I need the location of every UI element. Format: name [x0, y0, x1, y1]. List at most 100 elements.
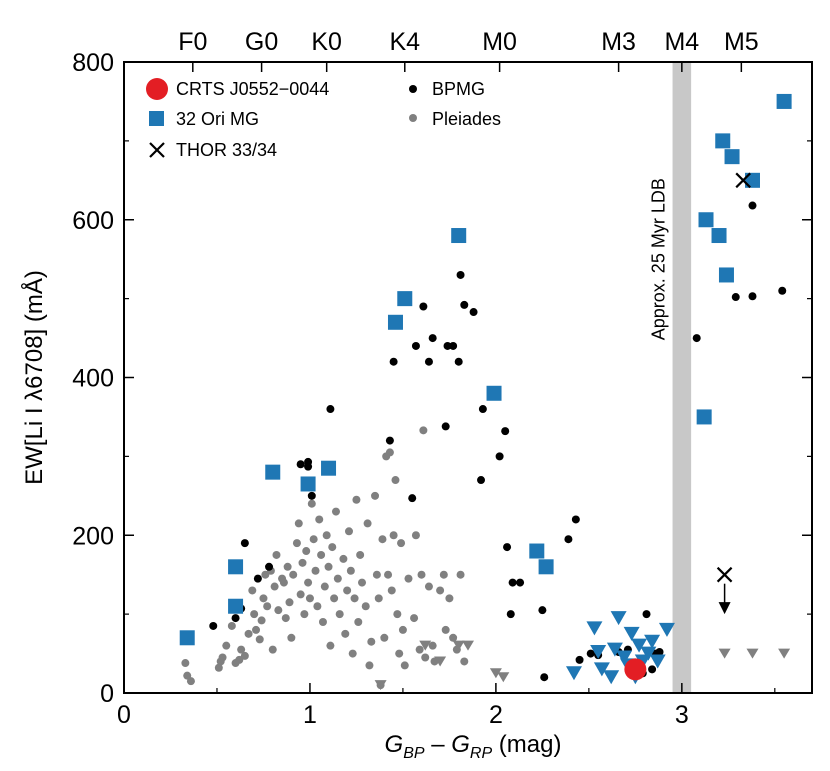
- bpmg-point: [778, 286, 787, 295]
- pleiades-point: [285, 598, 294, 607]
- bpmg-point: [449, 341, 458, 350]
- bpmg-point: [495, 452, 504, 461]
- pleiades-point: [424, 582, 433, 591]
- legend-marker-bpmg: [409, 85, 417, 93]
- x-title-g2: G: [451, 731, 470, 758]
- pleiades-point: [302, 547, 311, 556]
- pleiades-point: [315, 515, 324, 524]
- pleiades-point: [419, 426, 428, 435]
- pleiades-point: [344, 527, 353, 536]
- 32ori-upper-limit: [590, 644, 607, 659]
- y-tick-label: 0: [100, 680, 114, 708]
- bpmg-point: [748, 201, 757, 210]
- pleiades-point: [272, 550, 281, 559]
- pleiades-point: [395, 649, 404, 658]
- x-axis-title: GBP – GRP (mag): [385, 731, 562, 762]
- pleiades-point: [218, 653, 227, 662]
- pleiades-point: [309, 535, 318, 544]
- pleiades-point: [354, 618, 363, 627]
- 32ori-point: [538, 559, 554, 575]
- top-tick-label: M4: [664, 28, 699, 56]
- 32ori-point: [776, 93, 792, 109]
- bpmg-point: [748, 292, 757, 301]
- pleiades-point: [304, 578, 313, 587]
- pleiades-point: [456, 570, 465, 579]
- top-tick-label: M0: [482, 28, 517, 56]
- bpmg-point: [460, 300, 469, 309]
- pleiades-point: [358, 578, 367, 587]
- x-title-rp: RP: [470, 745, 493, 762]
- bpmg-point: [540, 673, 549, 682]
- x-tick-label: 3: [675, 701, 689, 729]
- bpmg-point: [508, 578, 517, 587]
- pleiades-point: [333, 574, 342, 583]
- pleiades-point: [374, 594, 383, 603]
- 32ori-point: [698, 212, 714, 228]
- pleiades-point: [371, 491, 380, 500]
- pleiades-point: [261, 570, 270, 579]
- pleiades-point: [317, 550, 326, 559]
- pleiades-point: [248, 586, 257, 595]
- 32ori-point: [715, 133, 731, 149]
- legend-label-bpmg: BPMG: [432, 79, 485, 99]
- ldb-band-layer: [672, 62, 692, 693]
- pleiades-point: [257, 616, 266, 625]
- pleiades-point: [428, 641, 437, 650]
- pleiades-point: [441, 625, 450, 634]
- pleiades-point: [384, 570, 393, 579]
- pleiades-upper-limit: [452, 640, 465, 651]
- pleiades-point: [324, 562, 333, 571]
- legend-marker-crts: [146, 78, 168, 100]
- ldb-band: [672, 62, 692, 693]
- 32ori-point: [228, 559, 244, 575]
- pleiades-point: [281, 614, 290, 623]
- 32ori-upper-limit: [593, 662, 610, 677]
- bpmg-point: [389, 357, 398, 366]
- legend-label-pleiades: Pleiades: [432, 109, 501, 129]
- bpmg-point: [538, 606, 547, 615]
- y-tick-label: 400: [72, 365, 114, 393]
- bpmg-point: [648, 665, 657, 674]
- pleiades-point: [393, 610, 402, 619]
- pleiades-point: [346, 566, 355, 575]
- pleiades-upper-limit: [489, 668, 502, 679]
- 32ori-upper-limit: [640, 646, 657, 661]
- data-points: [179, 93, 792, 691]
- 32ori-upper-limit: [631, 638, 648, 653]
- 32ori-upper-limit: [623, 626, 640, 641]
- pleiades-point: [361, 602, 370, 611]
- pleiades-point: [352, 495, 361, 504]
- bpmg-point: [424, 357, 433, 366]
- pleiades-point: [343, 586, 352, 595]
- 32ori-upper-limit: [606, 642, 623, 657]
- pleiades-point: [363, 519, 372, 528]
- x-title-minus: –: [425, 731, 452, 758]
- bpmg-point: [456, 270, 465, 279]
- bpmg-point: [655, 647, 664, 656]
- pleiades-point: [372, 570, 381, 579]
- 32ori-upper-limit: [616, 650, 633, 665]
- bpmg-point: [240, 539, 249, 548]
- y-axis-title: EW[Li I λ6708] (mÅ): [20, 270, 48, 485]
- x-tick-label: 0: [117, 701, 131, 729]
- bpmg-point: [503, 543, 512, 552]
- pleiades-point: [330, 594, 339, 603]
- pleiades-point: [460, 657, 469, 666]
- pleiades-upper-limit: [462, 640, 474, 651]
- 32ori-upper-limit: [644, 634, 661, 649]
- top-tick-label: F0: [178, 28, 207, 56]
- bpmg-point: [469, 308, 478, 317]
- pleiades-point: [294, 519, 303, 528]
- bpmg-point: [419, 302, 428, 311]
- pleiades-point: [313, 602, 322, 611]
- thor-upper-limit-arrow: [718, 583, 731, 615]
- y-tick-label: 200: [72, 522, 114, 550]
- pleiades-point: [398, 625, 407, 634]
- pleiades-point: [350, 594, 359, 603]
- 32ori-point: [300, 476, 316, 492]
- legend-marker-thor: [149, 142, 165, 158]
- 32ori-point: [397, 291, 413, 307]
- 32ori-point: [711, 228, 727, 244]
- 32ori-upper-limit: [565, 666, 582, 681]
